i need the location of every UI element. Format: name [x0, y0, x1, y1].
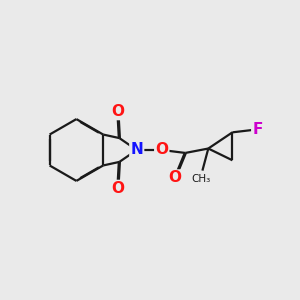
- Text: O: O: [169, 170, 182, 185]
- Text: N: N: [130, 142, 143, 158]
- Text: CH₃: CH₃: [191, 174, 211, 184]
- Text: O: O: [155, 142, 168, 158]
- Text: O: O: [111, 104, 124, 119]
- Text: O: O: [111, 181, 124, 196]
- Text: F: F: [252, 122, 263, 137]
